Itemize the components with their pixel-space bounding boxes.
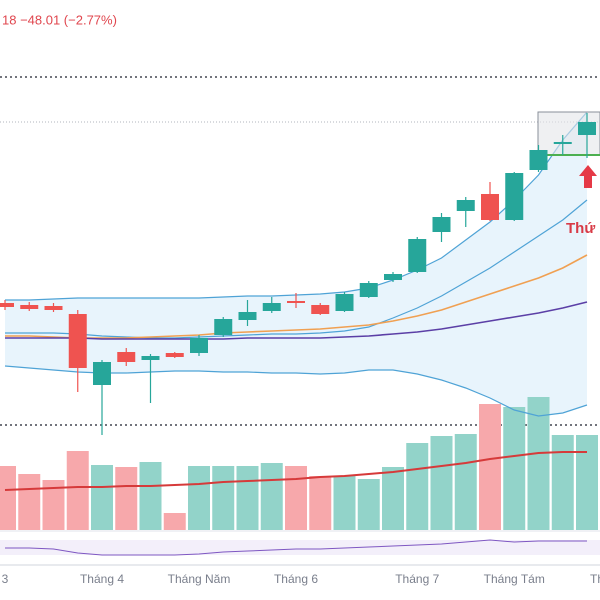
x-edge-label: Th: [590, 572, 600, 586]
indicator-line: [5, 301, 588, 340]
volume-bar: [0, 466, 16, 530]
volume-bar: [382, 467, 404, 530]
candle-body: [117, 352, 136, 362]
volume-bar: [309, 476, 332, 530]
front-layer: 3 Tháng 4 Tháng Năm Tháng 6 Tháng 7 Tháng Tám: [0, 113, 596, 586]
back-layer: [0, 76, 600, 556]
candle-body: [68, 314, 87, 368]
arrow-up: [579, 165, 597, 188]
x-tick-label: Tháng 6: [274, 572, 318, 586]
candle-body: [311, 305, 330, 314]
candle-body: [44, 306, 63, 310]
x-tick-label: Tháng 4: [80, 572, 124, 586]
candle-body: [262, 303, 281, 311]
volume-bar: [188, 466, 210, 530]
candle-body: [141, 356, 160, 360]
volume-bar: [91, 465, 113, 530]
candle-body: [456, 200, 475, 211]
volume-bar: [527, 397, 550, 530]
volume-bar: [115, 467, 138, 530]
candle-body: [93, 362, 111, 385]
volume-bar: [333, 476, 356, 530]
annotation: Thứ: [566, 220, 595, 237]
indicator-band: [0, 540, 600, 555]
candle-body: [384, 274, 402, 280]
volume-bar: [357, 479, 380, 530]
volume-bar: [285, 466, 307, 530]
candle-body: [190, 338, 208, 353]
candle-body: [578, 122, 596, 135]
candle-body: [408, 239, 427, 272]
volume-bar: [430, 436, 453, 530]
candle-body: [0, 303, 14, 307]
x-tick-label: Tháng 7: [395, 572, 439, 586]
band-fill: [5, 112, 587, 416]
volume-bar: [42, 480, 65, 530]
volume-ma: [4, 451, 587, 491]
candle-body: [335, 294, 354, 311]
candle-body: [238, 312, 257, 320]
indicator-line: [5, 199, 588, 339]
volume-bar: [163, 513, 186, 530]
candle-body: [505, 173, 524, 220]
volume-bar: [454, 434, 477, 530]
volume-bar: [479, 404, 501, 530]
volume-bar: [406, 443, 429, 530]
indicator-line: [5, 254, 588, 339]
volume-bar: [236, 466, 259, 530]
candle-body: [481, 194, 499, 220]
candle-body: [287, 301, 305, 303]
volume-bar: [503, 407, 526, 530]
x-tick-label: Tháng Năm: [168, 572, 231, 586]
x-tick-label: Tháng Tám: [484, 572, 545, 586]
candle-body: [20, 305, 39, 309]
candle-body: [165, 353, 184, 357]
candle-body: [214, 319, 233, 335]
candle-body: [432, 217, 451, 232]
x-tick-label: 3: [2, 572, 9, 586]
indicator-line: [5, 539, 587, 556]
candle-body: [359, 283, 378, 297]
volume-bar: [551, 435, 574, 530]
volume-bar: [212, 466, 235, 530]
volume-bar: [18, 474, 41, 530]
volume-bar: [139, 462, 162, 530]
candle-body: [529, 150, 548, 170]
header-change: 18 −48.01 (−2.77%): [2, 12, 117, 27]
volume-bar: [260, 463, 283, 530]
candle-body: [553, 142, 572, 144]
volume-bar: [66, 451, 89, 530]
volume-bar: [576, 435, 598, 530]
